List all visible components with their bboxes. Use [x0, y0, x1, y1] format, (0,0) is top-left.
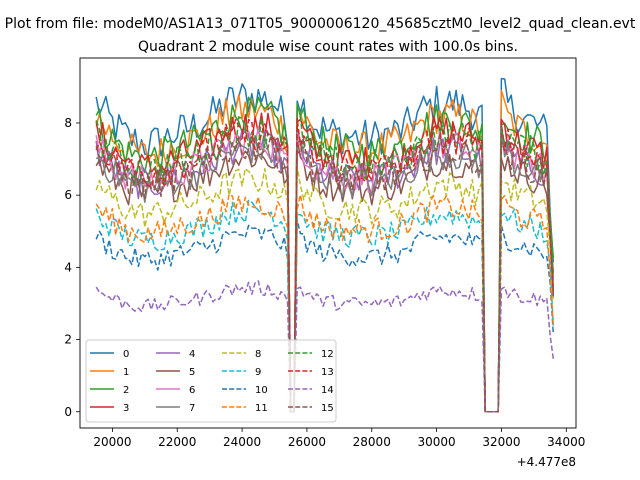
series-line-2 — [95, 96, 555, 413]
series-line-14 — [95, 280, 555, 413]
x-tick-label: 22000 — [158, 435, 196, 449]
series-layer — [95, 77, 555, 413]
legend-label-11: 11 — [255, 403, 268, 414]
legend-label-7: 7 — [189, 403, 195, 414]
x-axis-offset-text: +4.477e8 — [517, 455, 576, 469]
legend-label-5: 5 — [189, 367, 195, 378]
legend-label-13: 13 — [321, 367, 334, 378]
legend-label-0: 0 — [123, 349, 129, 360]
legend-label-12: 12 — [321, 349, 334, 360]
legend-label-15: 15 — [321, 403, 334, 414]
x-tick-label: 20000 — [93, 435, 131, 449]
x-tick-label: 34000 — [547, 435, 585, 449]
chart-title: Quadrant 2 module wise count rates with … — [138, 39, 518, 55]
series-line-11 — [95, 193, 555, 413]
series-line-10 — [95, 219, 555, 413]
plot-frame — [79, 57, 577, 429]
y-tick-label: 2 — [64, 333, 72, 347]
legend-box — [85, 339, 337, 423]
legend-label-8: 8 — [255, 349, 261, 360]
x-tick-label: 30000 — [418, 435, 456, 449]
legend-label-4: 4 — [189, 349, 195, 360]
legend-label-9: 9 — [255, 367, 261, 378]
legend-label-2: 2 — [123, 385, 129, 396]
y-tick-label: 8 — [64, 116, 72, 130]
axis-ticks: 20000 22000 24000 26000 28000 30000 32000 34000… — [64, 116, 585, 449]
y-tick-label: 4 — [64, 260, 72, 274]
series-line-12 — [95, 116, 555, 413]
series-line-13 — [95, 117, 555, 413]
legend-label-6: 6 — [189, 385, 195, 396]
legend-label-1: 1 — [123, 367, 129, 378]
series-line-0 — [95, 77, 555, 413]
legend-label-14: 14 — [321, 385, 334, 396]
legend-label-10: 10 — [255, 385, 268, 396]
x-tick-label: 28000 — [353, 435, 391, 449]
figure-suptitle: Plot from file: modeM0/AS1A13_071T05_900… — [5, 16, 636, 32]
y-tick-label: 0 — [64, 405, 72, 419]
series-line-15 — [95, 123, 555, 413]
x-tick-label: 32000 — [482, 435, 520, 449]
x-tick-label: 24000 — [223, 435, 261, 449]
x-tick-label: 26000 — [288, 435, 326, 449]
series-line-9 — [95, 199, 555, 413]
series-line-8 — [95, 166, 555, 413]
legend-label-3: 3 — [123, 403, 129, 414]
y-tick-label: 6 — [64, 188, 72, 202]
